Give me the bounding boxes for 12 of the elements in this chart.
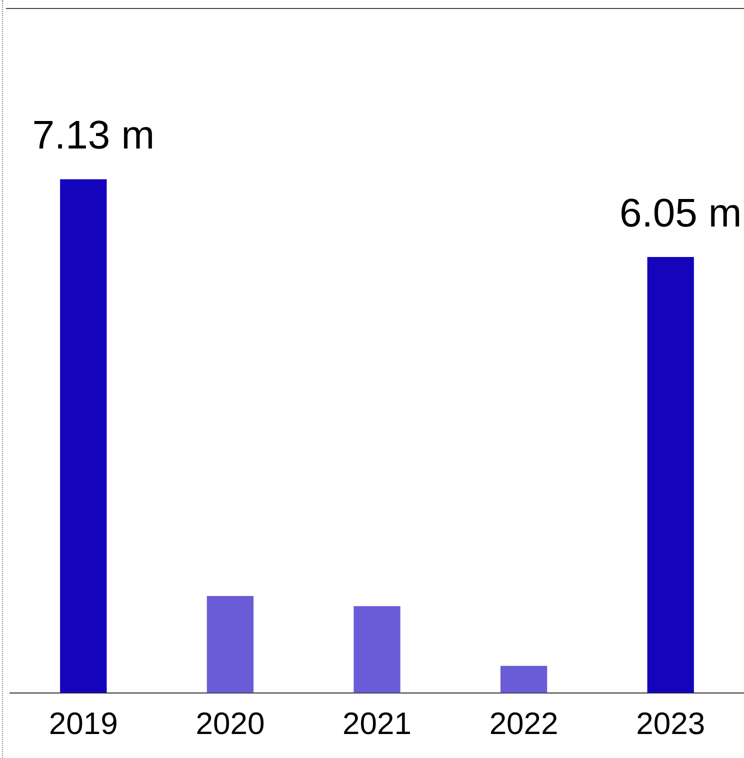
bar (500, 666, 548, 693)
x-tick-label: 2022 (489, 706, 558, 741)
bar (60, 179, 107, 693)
bar (354, 606, 400, 693)
x-tick-label: 2019 (48, 706, 118, 741)
x-tick-label: 2023 (636, 706, 706, 741)
data-label: 7.13 m (32, 114, 155, 158)
data-label: 6.05 m (619, 191, 742, 236)
bar (647, 257, 694, 693)
x-tick-label: 2021 (342, 706, 412, 741)
bar (206, 596, 254, 693)
x-tick-label: 2020 (196, 706, 265, 741)
